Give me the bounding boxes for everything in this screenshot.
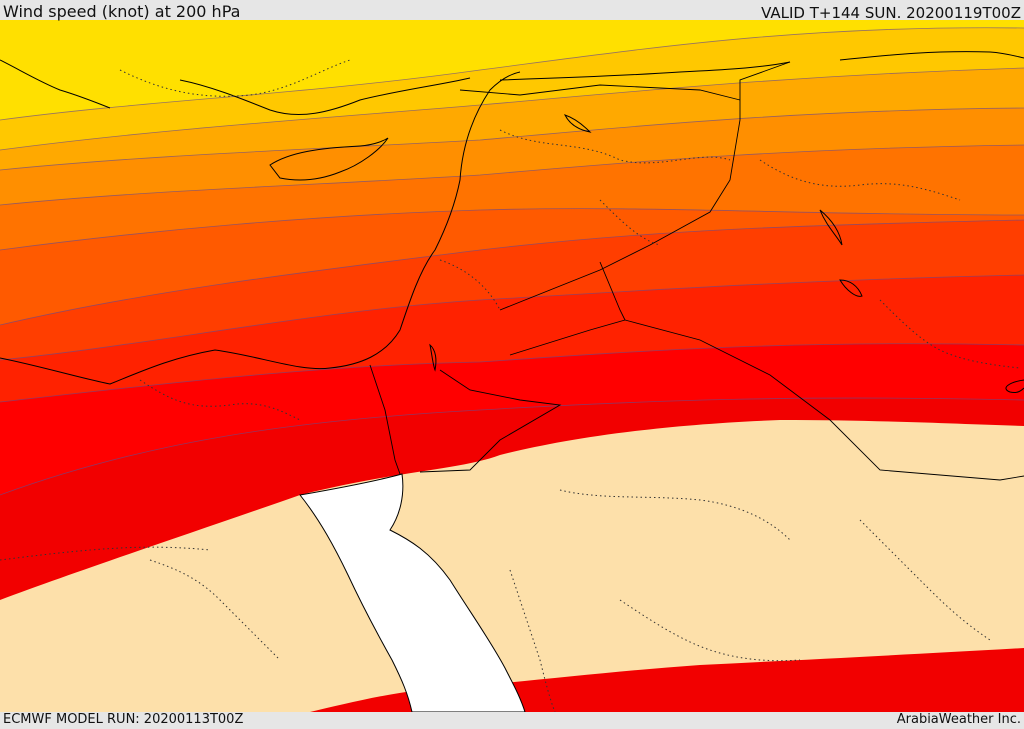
credit-label: ArabiaWeather Inc. [896, 712, 1021, 727]
coastlines [0, 51, 1024, 393]
footer-bar: ECMWF MODEL RUN: 20200113T00Z ArabiaWeat… [0, 712, 1024, 729]
calm-wind-region [0, 420, 1024, 712]
contour-lines [0, 27, 1024, 496]
valid-time: VALID T+144 SUN. 20200119T00Z [761, 4, 1021, 22]
internal-boundaries [0, 59, 1021, 712]
model-run: ECMWF MODEL RUN: 20200113T00Z [3, 712, 244, 727]
header-bar: Wind speed (knot) at 200 hPa VALID T+144… [0, 0, 1024, 22]
red-sea [299, 473, 526, 712]
country-borders [369, 61, 1024, 481]
wind-speed-map [0, 20, 1024, 712]
map-title: Wind speed (knot) at 200 hPa [3, 2, 241, 21]
